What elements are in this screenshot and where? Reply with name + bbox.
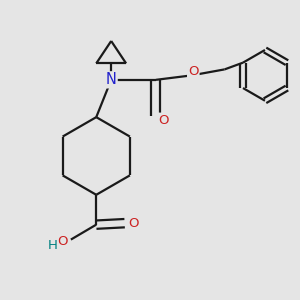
Text: O: O <box>188 65 199 78</box>
Text: H: H <box>47 239 57 252</box>
Text: O: O <box>158 114 169 127</box>
Text: O: O <box>128 217 139 230</box>
Text: N: N <box>106 72 117 87</box>
Text: O: O <box>57 235 68 248</box>
